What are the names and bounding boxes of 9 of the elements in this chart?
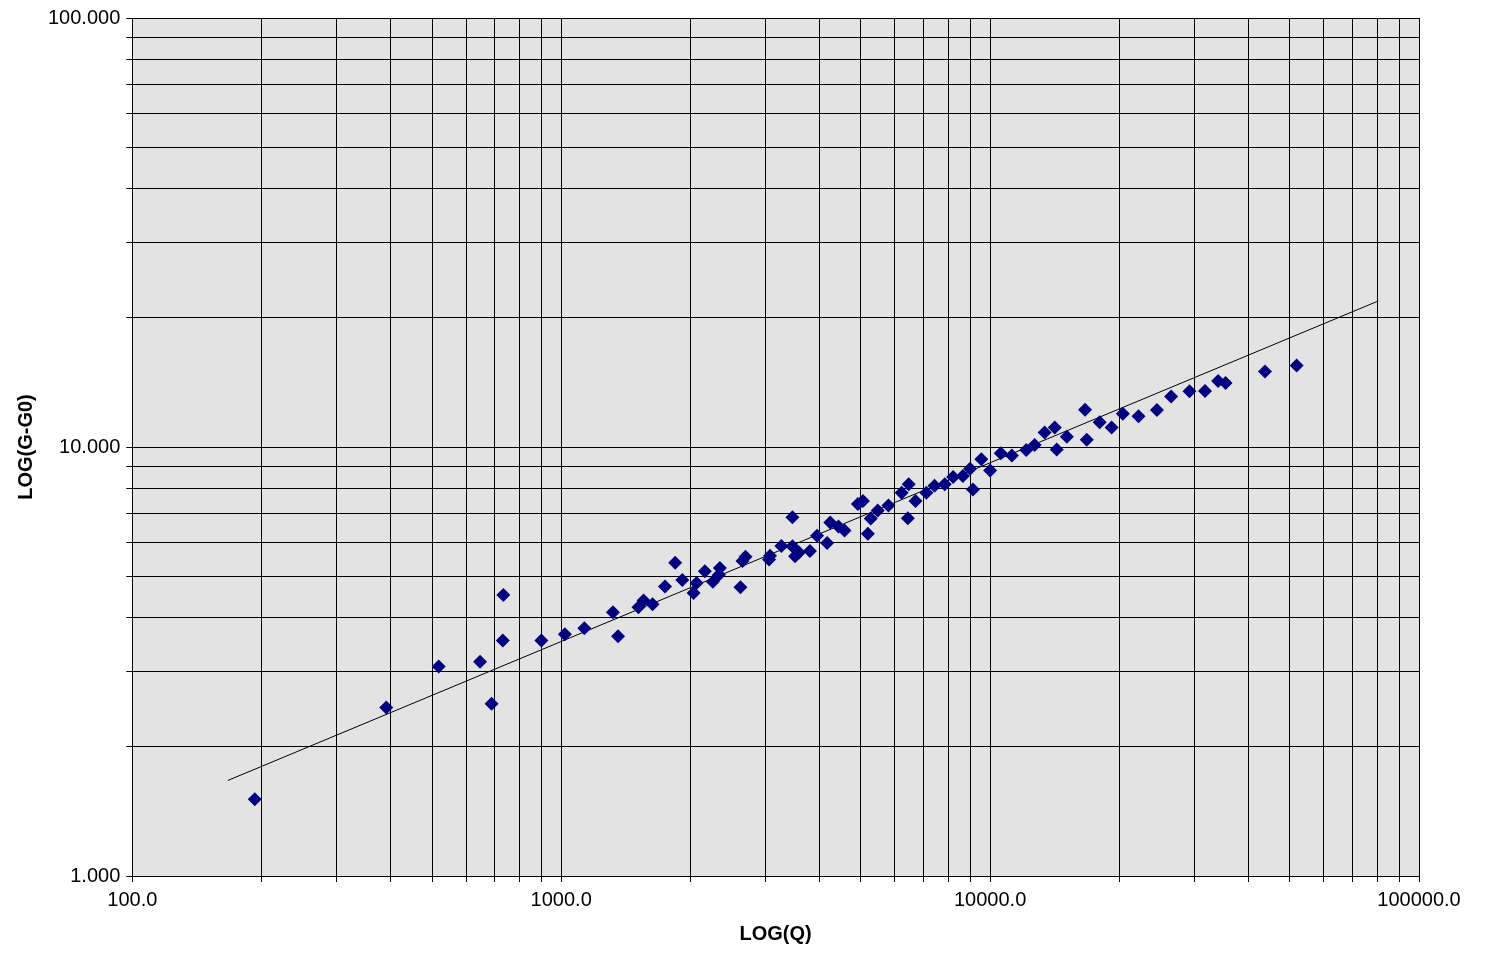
- x-tick-label: 1000.0: [530, 887, 592, 910]
- y-tick-label: 100.000: [48, 5, 121, 28]
- y-tick-label: 1.000: [70, 863, 121, 886]
- x-tick-label: 100.0: [107, 887, 158, 910]
- x-tick-label: 10000.0: [953, 887, 1027, 910]
- y-axis-title: LOG(G-G0): [13, 394, 36, 500]
- y-tick-label: 10.000: [59, 434, 121, 457]
- x-axis-title: LOG(Q): [739, 921, 812, 944]
- x-tick-label: 100000.0: [1377, 887, 1461, 910]
